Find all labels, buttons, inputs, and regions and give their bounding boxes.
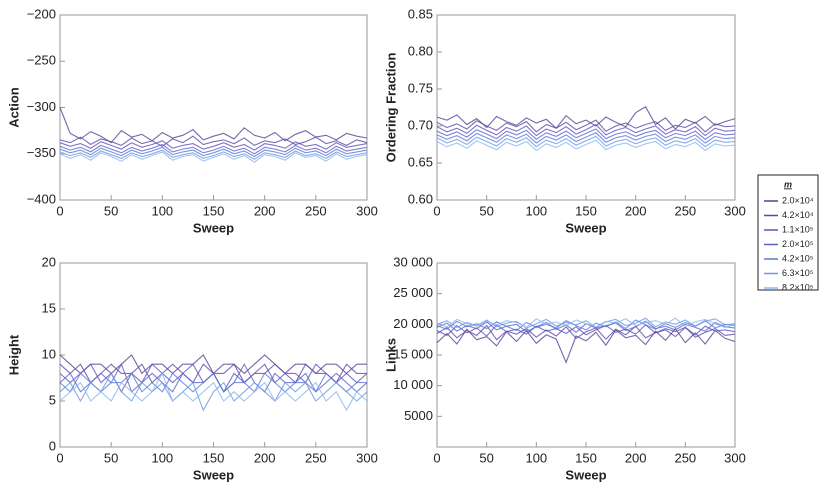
y-tick-label: 0.70 [408, 117, 433, 132]
x-tick-label: 100 [525, 203, 547, 218]
x-tick-label: 250 [674, 450, 696, 465]
y-tick-label: −200 [27, 6, 56, 21]
x-axis-label: Sweep [565, 467, 606, 482]
y-tick-label: 15 [42, 300, 56, 315]
x-tick-label: 50 [479, 203, 493, 218]
y-tick-label: −300 [27, 99, 56, 114]
y-tick-label: 0.65 [408, 154, 433, 169]
x-tick-label: 100 [525, 450, 547, 465]
series-line [59, 107, 368, 144]
series-line [436, 123, 736, 137]
x-tick-label: 300 [356, 203, 378, 218]
y-tick-label: 30 000 [393, 254, 433, 269]
x-tick-label: 150 [203, 203, 225, 218]
series-line [436, 324, 736, 337]
y-tick-label: −250 [27, 53, 56, 68]
series-line [436, 139, 736, 152]
series-line [436, 106, 736, 130]
y-tick-label: 0.75 [408, 80, 433, 95]
x-tick-label: 0 [56, 203, 63, 218]
x-tick-label: 200 [254, 450, 276, 465]
x-axis-label: Sweep [193, 467, 234, 482]
series-line [436, 327, 736, 364]
y-tick-label: 5000 [404, 408, 433, 423]
y-tick-label: 20 [42, 254, 56, 269]
series-line [436, 119, 736, 133]
legend-box [757, 174, 819, 291]
x-axis-label: Sweep [565, 220, 606, 235]
legend-title: m [784, 179, 792, 189]
series-line [59, 372, 368, 412]
series-line [59, 143, 368, 155]
x-tick-label: 200 [625, 450, 647, 465]
legend-label: 1.1×10⁵ [782, 224, 814, 234]
x-axis-label: Sweep [193, 220, 234, 235]
y-tick-label: 0.60 [408, 191, 433, 206]
legend-label: 4.2×10⁵ [782, 253, 814, 263]
x-tick-label: 300 [356, 450, 378, 465]
x-tick-label: 300 [724, 203, 746, 218]
x-tick-label: 250 [305, 203, 327, 218]
series-line [436, 135, 736, 148]
x-tick-label: 50 [104, 203, 118, 218]
y-axis-label: Action [6, 87, 21, 128]
series-line [436, 317, 736, 329]
series-line [59, 354, 367, 375]
series-line [59, 135, 368, 147]
series-line [436, 317, 736, 329]
legend-label: 6.3×10⁵ [782, 268, 814, 278]
series-line [59, 146, 368, 158]
y-axis-label: Links [383, 338, 398, 372]
x-tick-label: 100 [151, 203, 173, 218]
series-line [436, 319, 736, 332]
x-tick-label: 0 [56, 450, 63, 465]
legend-label: 4.2×10⁴ [782, 210, 814, 220]
legend-label: 2.0×10⁴ [782, 195, 814, 205]
y-tick-label: −350 [27, 145, 56, 160]
y-tick-label: 10 000 [393, 377, 433, 392]
x-tick-label: 300 [724, 450, 746, 465]
x-tick-label: 250 [674, 203, 696, 218]
legend-label: 8.2×10⁵ [782, 282, 814, 292]
y-tick-label: 0 [49, 438, 56, 453]
plot-frame [59, 14, 368, 201]
y-tick-label: 15 000 [393, 346, 433, 361]
x-tick-label: 50 [479, 450, 493, 465]
y-axis-label: Ordering Fraction [383, 53, 398, 163]
x-tick-label: 50 [104, 450, 118, 465]
x-tick-label: 250 [305, 450, 327, 465]
plot-frame [59, 262, 368, 448]
x-tick-label: 100 [151, 450, 173, 465]
y-tick-label: 5 [49, 392, 56, 407]
x-tick-label: 200 [625, 203, 647, 218]
series-line [59, 372, 367, 393]
series-line [59, 151, 368, 163]
plot-frame [436, 262, 736, 448]
plot-frame [436, 14, 736, 201]
x-tick-label: 150 [575, 450, 597, 465]
legend-label: 2.0×10⁵ [782, 239, 814, 249]
y-tick-label: 20 000 [393, 316, 433, 331]
series-line [436, 128, 736, 140]
series-line [59, 149, 368, 160]
series-line [436, 132, 736, 144]
x-tick-label: 200 [254, 203, 276, 218]
y-tick-label: 0.85 [408, 6, 433, 21]
x-tick-label: 0 [433, 450, 440, 465]
x-tick-label: 150 [203, 450, 225, 465]
y-tick-label: 0.80 [408, 43, 433, 58]
x-tick-label: 0 [433, 203, 440, 218]
y-tick-label: 10 [42, 346, 56, 361]
y-axis-label: Height [6, 334, 21, 375]
y-tick-label: −400 [27, 191, 56, 206]
y-tick-label: 25 000 [393, 285, 433, 300]
series-line [59, 372, 368, 412]
x-tick-label: 150 [575, 203, 597, 218]
series-line [59, 140, 368, 151]
